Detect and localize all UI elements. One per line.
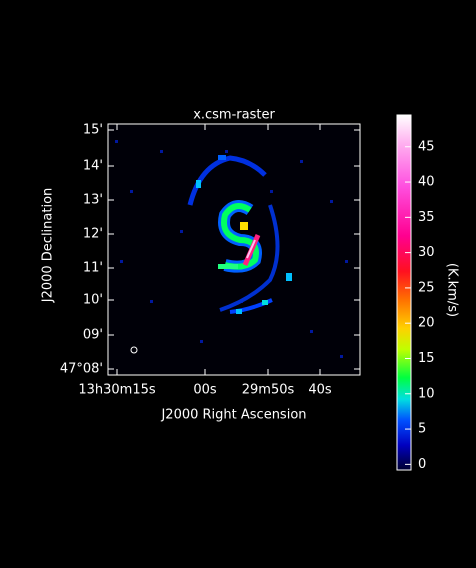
colorbar-tick-label: 35 — [418, 210, 435, 225]
y-tick-label: 14' — [83, 159, 103, 174]
colorbar-tick-label: 10 — [418, 386, 435, 401]
plot-frame — [107, 123, 361, 376]
colorbar-tick-label: 25 — [418, 280, 435, 295]
x-tick-label: 00s — [193, 383, 217, 398]
y-tick-label: 09' — [83, 328, 103, 343]
y-tick-label: 15' — [83, 123, 103, 138]
colorbar-tick-label: 30 — [418, 245, 435, 260]
colorbar-tick-label: 45 — [418, 139, 435, 154]
x-tick-label: 13h30m15s — [78, 383, 156, 398]
y-tick-label: 11' — [83, 261, 103, 276]
galaxy-image — [109, 125, 359, 374]
colorbar-tick-label: 20 — [418, 316, 435, 331]
colorbar-label: (K.km/s) — [445, 263, 460, 317]
y-tick-label: 10' — [83, 293, 103, 308]
colorbar — [396, 114, 412, 471]
colorbar-tick-label: 15 — [418, 351, 435, 366]
y-tick-label: 47°08' — [60, 362, 103, 377]
y-axis-label: J2000 Declination — [41, 188, 56, 304]
y-tick-label: 12' — [83, 227, 103, 242]
colorbar-tick-label: 40 — [418, 175, 435, 190]
chart-title: x.csm-raster — [193, 108, 275, 123]
x-tick-label: 29m50s — [242, 383, 295, 398]
x-tick-label: 40s — [308, 383, 332, 398]
x-axis-label: J2000 Right Ascension — [160, 408, 306, 423]
colorbar-tick-label: 5 — [418, 422, 426, 437]
y-tick-label: 13' — [83, 193, 103, 208]
colorbar-tick-label: 0 — [418, 457, 426, 472]
